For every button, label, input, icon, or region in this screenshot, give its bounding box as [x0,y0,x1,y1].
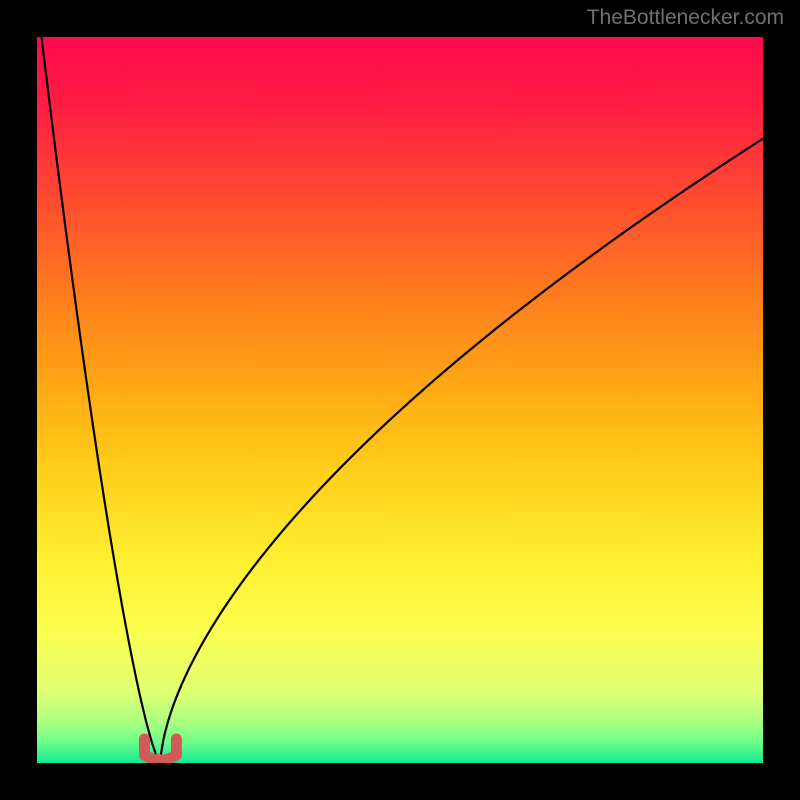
watermark-text: TheBottlenecker.com [587,6,784,30]
chart-container: TheBottlenecker.com [0,0,800,800]
gradient-background [37,37,763,763]
bottleneck-curve-chart [0,0,800,800]
